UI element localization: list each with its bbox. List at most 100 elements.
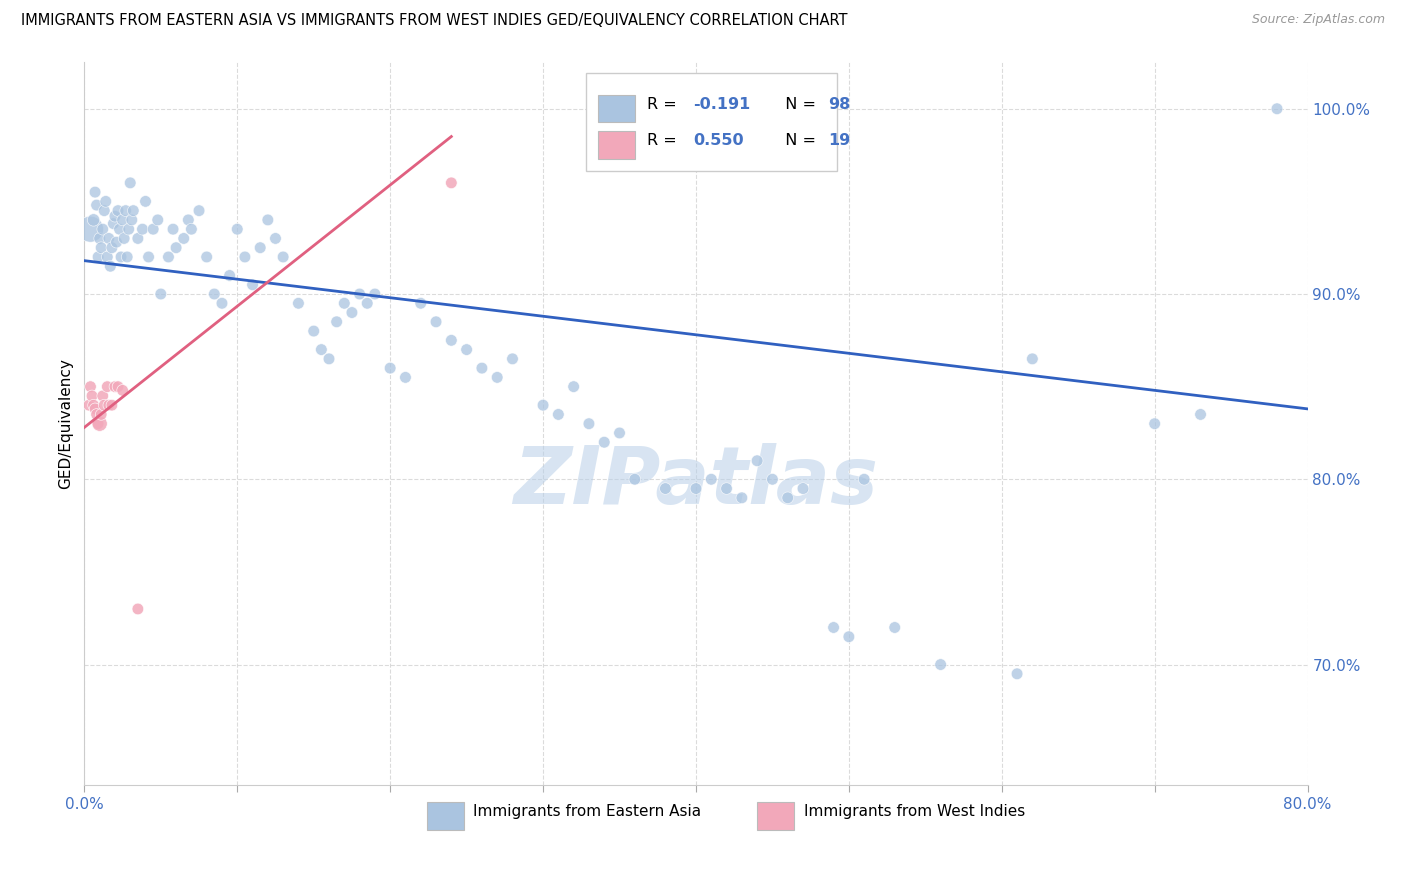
Point (311, 343, 333, 357)
Point (118, 222, 141, 236)
Point (107, 379, 129, 393)
Point (325, 315, 347, 329)
Point (195, 250, 218, 264)
Point (1021, 351, 1043, 366)
Text: Source: ZipAtlas.com: Source: ZipAtlas.com (1251, 13, 1385, 27)
Point (127, 231, 149, 245)
Point (87, 250, 110, 264)
FancyBboxPatch shape (586, 73, 837, 171)
Point (177, 213, 200, 227)
Point (89, 231, 111, 245)
Point (233, 250, 256, 264)
Point (593, 435, 616, 450)
Point (111, 384, 134, 398)
Point (380, 361, 402, 376)
Point (211, 296, 233, 310)
Point (776, 491, 799, 505)
Point (654, 482, 676, 496)
Point (90, 241, 112, 255)
Point (83, 398, 105, 412)
Text: 98: 98 (828, 97, 851, 112)
Point (79, 222, 101, 236)
Point (101, 241, 124, 255)
Point (101, 398, 124, 412)
Text: Immigrants from West Indies: Immigrants from West Indies (804, 805, 1025, 819)
Point (84, 185, 107, 199)
Point (257, 213, 280, 227)
Text: R =: R = (647, 97, 682, 112)
Point (91, 389, 114, 403)
Point (96, 250, 118, 264)
Point (114, 203, 136, 218)
Point (425, 315, 447, 329)
Point (562, 379, 585, 393)
Point (578, 417, 600, 431)
Point (340, 305, 363, 319)
Point (356, 296, 378, 310)
Point (80, 389, 103, 403)
Text: 19: 19 (828, 133, 851, 148)
Point (624, 472, 647, 486)
Point (90, 408, 112, 422)
Point (716, 482, 738, 496)
Point (121, 213, 143, 227)
Point (97, 231, 120, 245)
Point (456, 343, 478, 357)
Point (103, 217, 125, 231)
Point (120, 176, 142, 190)
Point (242, 277, 264, 292)
Point (86, 408, 108, 422)
Text: 0.550: 0.550 (693, 133, 744, 148)
Point (249, 241, 271, 255)
Point (318, 351, 340, 366)
Point (471, 361, 494, 376)
Point (91, 222, 114, 236)
Point (173, 231, 195, 245)
Point (111, 213, 134, 227)
Point (135, 194, 157, 209)
Point (146, 213, 169, 227)
Point (264, 231, 287, 245)
Text: N =: N = (776, 97, 821, 112)
Point (162, 222, 184, 236)
FancyBboxPatch shape (598, 95, 636, 122)
Point (142, 222, 165, 236)
Point (86, 198, 108, 212)
Point (226, 222, 249, 236)
Point (110, 250, 132, 264)
Point (531, 398, 554, 412)
Point (1005, 666, 1028, 681)
Point (115, 250, 138, 264)
Point (127, 602, 149, 616)
FancyBboxPatch shape (427, 802, 464, 830)
Point (79, 379, 101, 393)
Point (1143, 417, 1166, 431)
Point (112, 231, 135, 245)
Point (547, 408, 569, 422)
Text: R =: R = (647, 133, 682, 148)
Point (87, 417, 110, 431)
Point (180, 222, 202, 236)
Point (138, 250, 160, 264)
Point (77, 398, 100, 412)
Point (122, 203, 145, 218)
Point (333, 296, 356, 310)
Point (84, 401, 107, 416)
Text: IMMIGRANTS FROM EASTERN ASIA VS IMMIGRANTS FROM WEST INDIES GED/EQUIVALENCY CORR: IMMIGRANTS FROM EASTERN ASIA VS IMMIGRAN… (21, 13, 848, 29)
Text: N =: N = (776, 133, 821, 148)
Text: Immigrants from Eastern Asia: Immigrants from Eastern Asia (474, 805, 702, 819)
Point (105, 235, 128, 249)
Point (838, 630, 860, 644)
Point (747, 454, 769, 468)
Y-axis label: GED/Equivalency: GED/Equivalency (58, 359, 73, 489)
Point (94, 194, 117, 209)
Point (93, 203, 115, 218)
Point (89, 417, 111, 431)
Point (96, 379, 118, 393)
FancyBboxPatch shape (758, 802, 794, 830)
Point (1265, 102, 1288, 116)
Point (502, 351, 524, 366)
Point (188, 203, 211, 218)
Point (107, 203, 129, 218)
Point (364, 287, 387, 301)
